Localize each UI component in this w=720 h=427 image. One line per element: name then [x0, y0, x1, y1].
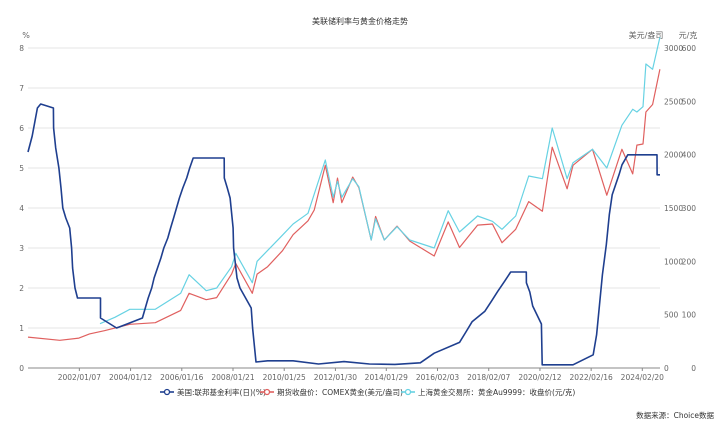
right2-tick-label: 0 — [691, 364, 696, 373]
x-tick-label: 2024/02/20 — [621, 373, 664, 382]
legend-label-shanghai: 上海黄金交易所：黄金Au9999：收盘价(元/克) — [418, 387, 575, 397]
axis-ticks: 0 1 2 3 4 5 6 7 8 0 500 1000 1500 2000 2500 3000 0 100 200… — [19, 44, 696, 382]
left-tick-label: 5 — [19, 164, 24, 173]
legend-marker-comex — [263, 388, 271, 396]
legend-marker-shanghai — [404, 388, 412, 396]
right2-tick-label: 400 — [682, 151, 697, 160]
right1-axis-unit: 美元/盎司 — [629, 30, 664, 40]
x-tick-label: 2016/02/03 — [416, 373, 459, 382]
right2-tick-label: 200 — [682, 257, 697, 266]
series-line-comex — [27, 69, 661, 341]
series-line-shanghai — [99, 37, 661, 325]
legend-marker-fed-rate — [163, 388, 171, 396]
legend-label-comex: 期货收盘价：COMEX黄金(美元/盎司) — [277, 387, 403, 397]
x-tick-label: 2020/02/12 — [518, 373, 561, 382]
right1-tick-label: 500 — [664, 311, 679, 320]
left-tick-label: 8 — [19, 44, 24, 53]
right2-axis-unit: 元/克 — [679, 31, 698, 40]
left-tick-label: 7 — [19, 84, 24, 93]
right2-tick-label: 300 — [682, 204, 697, 213]
x-tick-label: 2004/01/12 — [109, 373, 152, 382]
left-axis-unit: % — [22, 31, 30, 40]
right1-tick-label: 3000 — [664, 44, 683, 53]
x-tick-label: 2022/02/16 — [570, 373, 613, 382]
chart-title: 美联储利率与黄金价格走势 — [312, 16, 408, 26]
left-tick-label: 6 — [19, 124, 24, 133]
x-tick-label: 2010/01/25 — [263, 373, 306, 382]
series-lines — [27, 37, 661, 366]
legend-item-fed-rate[interactable]: 美国:联邦基金利率(日)(%) — [160, 387, 266, 397]
left-tick-label: 4 — [19, 204, 24, 213]
x-tick-label: 2014/01/29 — [365, 373, 408, 382]
right2-tick-label: 100 — [682, 311, 697, 320]
left-tick-label: 2 — [19, 284, 24, 293]
x-tick-label: 2012/01/30 — [314, 373, 357, 382]
left-tick-label: 0 — [19, 364, 24, 373]
right1-tick-label: 1000 — [664, 257, 683, 266]
left-tick-label: 1 — [19, 324, 24, 333]
right1-tick-label: 1500 — [664, 204, 683, 213]
grid-lines — [28, 47, 660, 329]
source-note: 数据来源：Choice数据 — [636, 410, 714, 420]
right2-tick-label: 500 — [682, 97, 697, 106]
x-tick-label: 2006/01/16 — [160, 373, 203, 382]
right1-tick-label: 0 — [664, 364, 669, 373]
x-tick-label: 2002/01/07 — [58, 373, 101, 382]
right1-tick-label: 2500 — [664, 97, 683, 106]
right1-tick-label: 2000 — [664, 151, 683, 160]
legend-label-fed-rate: 美国:联邦基金利率(日)(%) — [177, 387, 266, 397]
legend-item-comex[interactable]: 期货收盘价：COMEX黄金(美元/盎司) — [260, 387, 403, 397]
legend-item-shanghai[interactable]: 上海黄金交易所：黄金Au9999：收盘价(元/克) — [401, 387, 575, 397]
series-line-fed-rate — [27, 103, 660, 366]
legend: 美国:联邦基金利率(日)(%) 期货收盘价：COMEX黄金(美元/盎司) 上海黄… — [160, 387, 575, 397]
x-tick-label: 2018/02/07 — [467, 373, 510, 382]
right2-tick-label: 600 — [682, 44, 697, 53]
x-tick-label: 2008/01/21 — [211, 373, 254, 382]
left-tick-label: 3 — [19, 244, 24, 253]
